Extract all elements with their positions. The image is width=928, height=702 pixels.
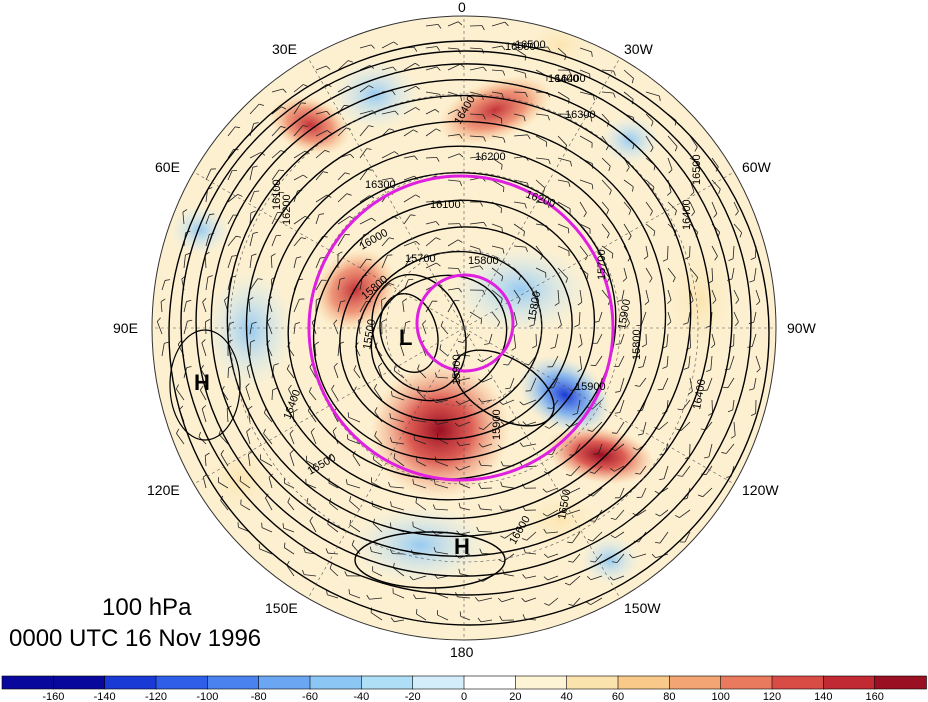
contour-label: 15800 [468, 255, 499, 267]
colorbar-tick-label: -40 [353, 691, 369, 702]
low-pressure-marker: L [399, 325, 413, 350]
anomaly-field [152, 16, 776, 640]
colorbar-swatch [104, 675, 157, 690]
lon-label-120e: 120E [147, 482, 180, 498]
colorbar-tick-label: 120 [763, 691, 781, 702]
colorbar-swatch [617, 675, 671, 690]
contour-label: 16300 [565, 109, 596, 121]
colorbar-swatch [361, 675, 414, 690]
colorbar: -160 -140 -120 -100 -80 -60 -40 -20 0 20 40 60 80 100… [1, 675, 927, 702]
contour-label: 16200 [281, 194, 293, 225]
contour-label: 16100 [430, 199, 461, 211]
colorbar-swatch [1, 675, 55, 690]
colorbar-tick-label: -60 [302, 691, 318, 702]
colorbar-swatch [155, 675, 209, 690]
contour-label: 16200 [475, 151, 506, 163]
colorbar-tick-label: -100 [196, 691, 218, 702]
lon-label-150w: 150W [624, 600, 661, 616]
lon-label-30e: 30E [272, 41, 297, 57]
highlight-rings [307, 174, 615, 482]
colorbar-swatch [566, 675, 619, 690]
colorbar-swatch [412, 675, 465, 690]
lon-label-60e: 60E [155, 159, 180, 175]
height-contours [168, 40, 770, 626]
high-pressure-marker-south: H [454, 534, 470, 559]
contour-label: 16500 [556, 488, 573, 520]
high-pressure-marker-west: H [194, 370, 210, 395]
colorbar-swatch [515, 675, 568, 690]
colorbar-swatch [258, 675, 311, 690]
contour-label: 16400 [691, 378, 708, 410]
colorbar-tick-label: -140 [94, 691, 116, 702]
contour-label: 15700 [405, 253, 436, 265]
colorbar-swatch [823, 675, 876, 690]
contour-label: 16500 [691, 154, 703, 185]
contour-label: 16500 [505, 41, 536, 53]
colorbar-tick-label: 40 [561, 691, 573, 702]
contour-label: 15900 [491, 409, 503, 440]
colorbar-swatch [53, 675, 106, 690]
colorbar-swatch [874, 675, 927, 690]
colorbar-tick-label: 0 [461, 691, 467, 702]
lon-label-120w: 120W [742, 482, 779, 498]
colorbar-tick-label: 100 [711, 691, 729, 702]
contour-label: 16300 [365, 179, 396, 191]
colorbar-tick-label: 140 [814, 691, 832, 702]
lon-label-0: 0 [458, 0, 466, 15]
colorbar-tick-label: 60 [612, 691, 624, 702]
contour-label: 15800 [526, 290, 543, 322]
contour-label: 15900 [575, 381, 606, 393]
lon-label-90w: 90W [787, 320, 816, 336]
contour-label: 15900 [616, 298, 633, 330]
colorbar-tick-label: -160 [42, 691, 64, 702]
contour-label: 16400 [548, 73, 579, 85]
contour-label: 15700 [596, 249, 608, 280]
contour-label: 15500 [361, 318, 378, 350]
pressure-level-title: 100 hPa [102, 594, 192, 621]
colorbar-swatch [309, 675, 363, 690]
colorbar-tick-label: -80 [251, 691, 267, 702]
colorbar-tick-label: 20 [509, 691, 521, 702]
colorbar-tick-label: -120 [145, 691, 167, 702]
contour-label: 16100 [271, 179, 283, 210]
map-boundary [151, 15, 777, 641]
lon-label-60w: 60W [742, 159, 771, 175]
contour-label: 16400 [555, 73, 586, 85]
contour-label: 16400 [681, 199, 693, 230]
colorbar-tick-label: 160 [865, 691, 883, 702]
colorbar-swatch [720, 675, 773, 690]
colorbar-tick-label: -20 [405, 691, 421, 702]
colorbar-swatch [207, 675, 260, 690]
contour-label: 16500 [515, 39, 546, 51]
contour-labels: 16500 16400 16300 16400 16200 16200 16300 16100… [271, 39, 708, 547]
contour-label: 15800 [631, 329, 643, 360]
colorbar-swatch [771, 675, 825, 690]
contour-label: 15900 [451, 354, 463, 385]
colorbar-swatch [669, 675, 722, 690]
colorbar-tick-label: 80 [663, 691, 675, 702]
wind-barbs [156, 21, 761, 623]
lon-label-150e: 150E [265, 600, 298, 616]
lon-label-30w: 30W [624, 41, 653, 57]
lon-label-90e: 90E [113, 320, 138, 336]
valid-time-title: 0000 UTC 16 Nov 1996 [9, 625, 262, 652]
lon-label-180: 180 [450, 644, 474, 660]
colorbar-swatch [463, 675, 517, 690]
